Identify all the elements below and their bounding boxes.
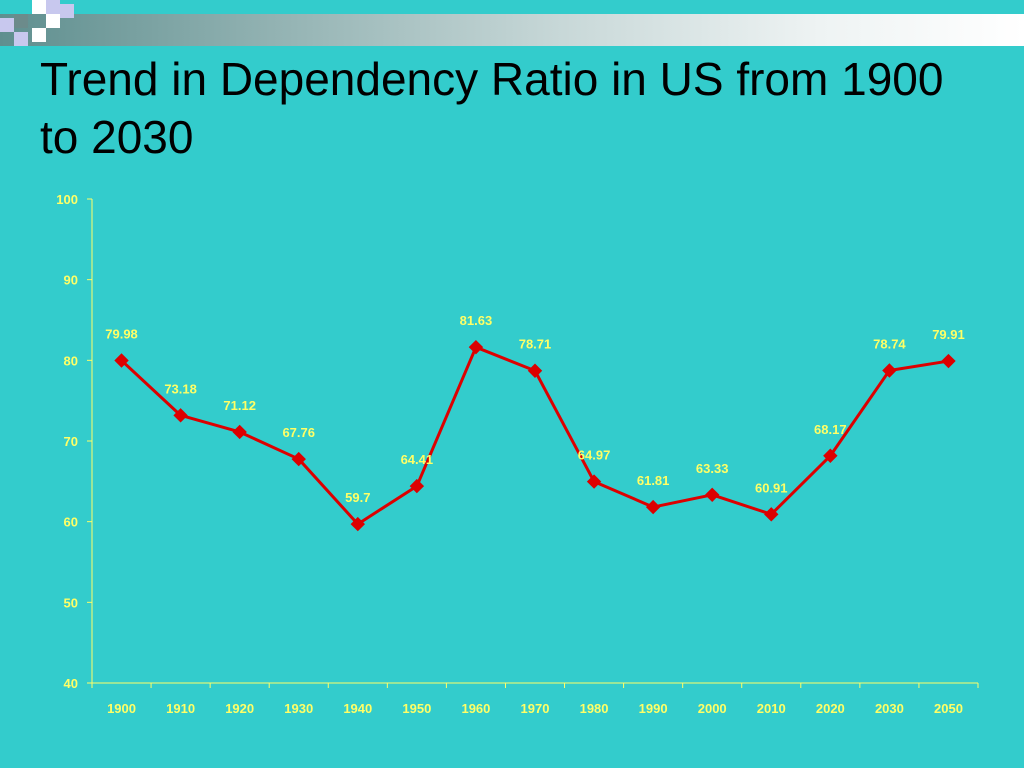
x-tick-label: 2000 — [698, 701, 727, 716]
data-label: 78.71 — [519, 337, 552, 352]
x-tick-label: 1950 — [402, 701, 431, 716]
data-label: 79.98 — [105, 326, 138, 341]
data-label: 60.91 — [755, 480, 788, 495]
data-label: 79.91 — [932, 327, 965, 342]
y-tick-label: 80 — [64, 353, 78, 368]
x-tick-label: 1980 — [580, 701, 609, 716]
x-tick-label: 1990 — [639, 701, 668, 716]
data-point-marker — [409, 478, 425, 494]
page-title: Trend in Dependency Ratio in US from 190… — [40, 53, 944, 163]
data-label: 67.76 — [282, 425, 315, 440]
data-label: 68.17 — [814, 422, 847, 437]
data-point-marker — [114, 353, 129, 368]
data-label: 61.81 — [637, 473, 670, 488]
data-point-marker — [882, 363, 897, 378]
y-tick-label: 100 — [56, 192, 78, 207]
x-tick-label: 1960 — [461, 701, 490, 716]
data-point-marker — [823, 448, 838, 463]
title-decor-band — [0, 14, 1024, 46]
data-point-marker — [586, 474, 602, 489]
chart-axes — [91, 199, 978, 684]
x-tick-label: 2030 — [875, 701, 904, 716]
data-point-marker — [527, 363, 543, 378]
x-tick-label: 1940 — [343, 701, 372, 716]
x-tick-label: 1910 — [166, 701, 195, 716]
x-tick-label: 1970 — [521, 701, 550, 716]
y-tick-label: 50 — [64, 595, 78, 610]
data-point-marker — [941, 353, 956, 369]
x-tick-label: 1900 — [107, 701, 136, 716]
x-axis-ticks: 1900 1910 1920 1930 1940 1950 1960 1970 1980 1990… — [91, 683, 979, 716]
data-point-marker — [704, 487, 720, 503]
data-label: 64.41 — [401, 452, 434, 467]
x-tick-label: 2020 — [816, 701, 845, 716]
data-label: 71.12 — [223, 398, 256, 413]
y-tick-label: 40 — [64, 676, 78, 691]
chart-data-labels: 79.98 73.18 71.12 67.76 59.7 64.41 81.63 78.71 6… — [105, 313, 964, 505]
x-tick-label: 1920 — [225, 701, 254, 716]
y-axis-ticks: 40 50 60 70 80 90 100 — [56, 192, 92, 691]
data-point-marker — [764, 507, 779, 522]
chart-series — [114, 339, 956, 532]
data-point-marker — [291, 451, 306, 467]
y-tick-label: 60 — [64, 515, 78, 530]
data-label: 63.33 — [696, 461, 729, 476]
data-point-marker — [232, 424, 247, 440]
data-label: 73.18 — [164, 381, 197, 396]
y-tick-label: 70 — [64, 434, 78, 449]
data-point-marker — [645, 499, 661, 515]
y-tick-label: 90 — [64, 273, 78, 288]
data-point-marker — [350, 516, 366, 532]
data-point-marker — [173, 408, 188, 423]
x-tick-label: 2010 — [757, 701, 786, 716]
x-tick-label: 1930 — [284, 701, 313, 716]
data-point-marker — [468, 339, 484, 355]
data-label: 59.7 — [345, 490, 370, 505]
data-label: 81.63 — [460, 313, 493, 328]
data-label: 78.74 — [873, 336, 906, 351]
data-label: 64.97 — [578, 448, 611, 463]
x-tick-label: 2050 — [934, 701, 963, 716]
